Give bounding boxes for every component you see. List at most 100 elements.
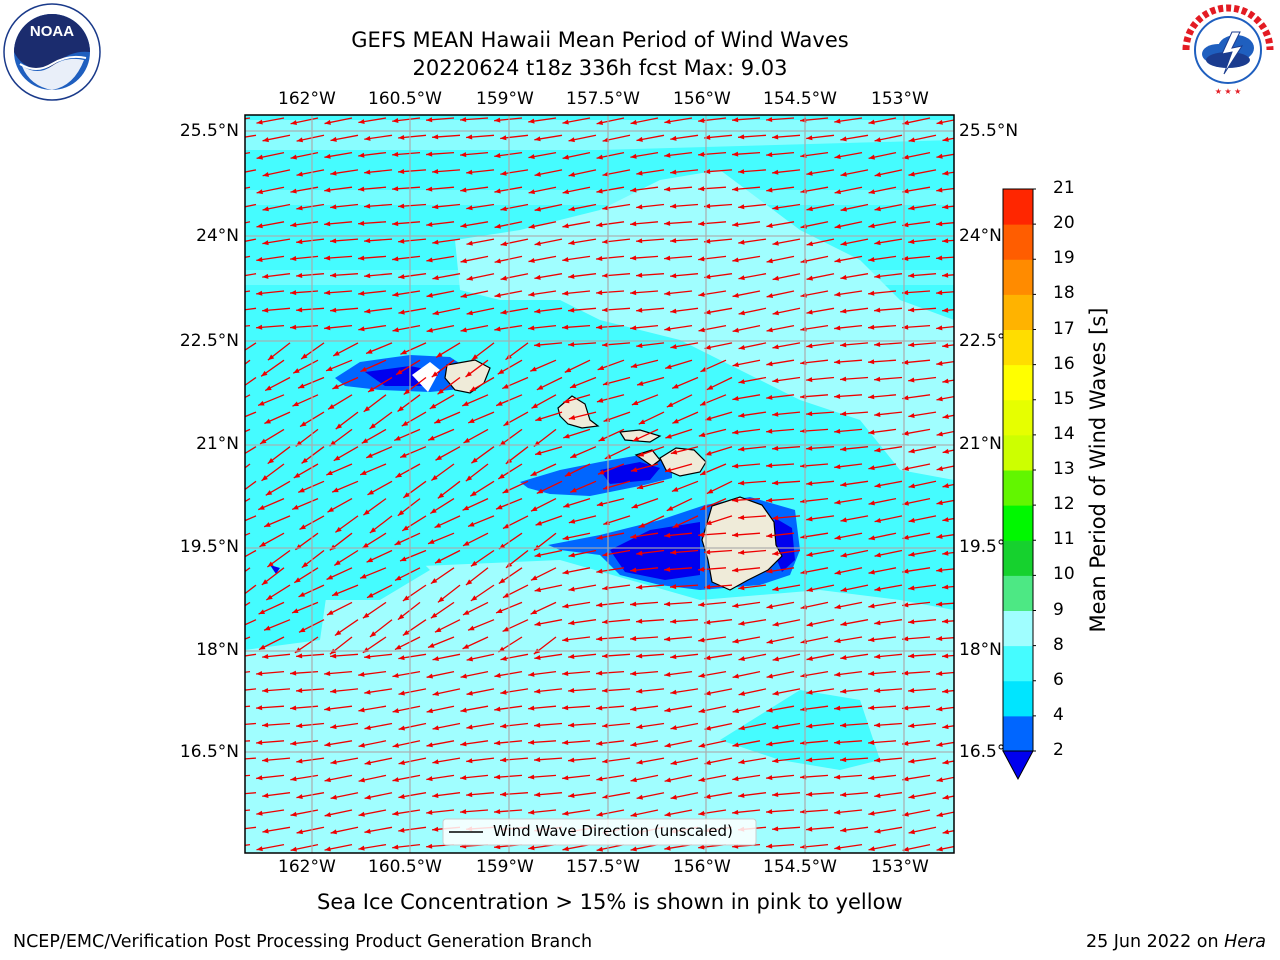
wave-direction-arrowhead — [358, 671, 365, 677]
wave-direction-arrowhead — [936, 153, 943, 159]
wave-direction-arrowhead — [936, 325, 943, 331]
lon-tick-top: 157.5°W — [566, 89, 640, 109]
wave-direction-arrowhead — [256, 154, 263, 160]
map-legend — [442, 818, 757, 846]
wave-direction-arrowhead — [738, 275, 745, 281]
wave-direction-arrowhead — [460, 187, 467, 193]
wave-direction-arrowhead — [502, 488, 510, 493]
wave-direction-arrowhead — [494, 258, 501, 264]
wave-direction-arrowhead — [840, 136, 847, 142]
wave-direction-arrowhead — [432, 759, 439, 765]
wave-direction-arrowhead — [364, 654, 371, 660]
wave-direction-arrowhead — [868, 256, 875, 262]
wave-direction-arrowhead — [466, 690, 473, 696]
wave-direction-arrowhead — [630, 636, 637, 642]
wave-direction-arrowhead — [840, 757, 847, 763]
wave-direction-arrowhead — [766, 361, 773, 367]
wave-direction-arrowhead — [664, 152, 671, 158]
wave-direction-arrowhead — [233, 353, 239, 358]
wave-direction-arrowhead — [868, 603, 875, 609]
wave-direction-arrowhead — [840, 171, 847, 177]
wave-direction-arrowhead — [596, 568, 603, 574]
colorbar-segment — [1003, 189, 1033, 225]
wave-direction-arrowhead — [324, 741, 331, 747]
wave-direction-arrowhead — [290, 188, 297, 194]
wave-direction-arrowhead — [535, 450, 542, 456]
wave-direction-arrowhead — [463, 437, 470, 443]
wave-direction-arrow — [245, 446, 257, 455]
colorbar-segment — [1003, 259, 1033, 295]
colorbar-extend-arrow — [1002, 750, 1034, 781]
wave-direction-arrowhead — [468, 625, 475, 631]
wave-direction-arrowhead — [402, 525, 409, 531]
wave-direction-arrowhead — [766, 707, 773, 713]
wave-direction-arrowhead — [262, 206, 269, 212]
wave-direction-arrowhead — [562, 810, 569, 816]
wave-direction-arrowhead — [664, 532, 671, 538]
wave-direction-arrowhead — [738, 620, 745, 626]
wave-direction-arrowhead — [630, 187, 637, 193]
wave-direction-arrowhead — [335, 423, 343, 430]
wave-direction-arrowhead — [494, 117, 501, 123]
wave-direction-arrowhead — [398, 274, 405, 280]
wave-direction-arrowhead — [772, 826, 779, 832]
wave-direction-arrowhead — [324, 221, 331, 227]
wave-direction-arrowhead — [698, 327, 705, 333]
wave-direction-arrowhead — [494, 706, 501, 712]
wave-direction-arrowhead — [330, 238, 337, 244]
wave-direction-arrowhead — [528, 189, 535, 195]
wave-direction-arrowhead — [902, 359, 909, 365]
wave-direction-arrowhead — [570, 453, 577, 458]
wave-direction-arrowhead — [738, 169, 745, 175]
wave-direction-arrowhead — [324, 671, 331, 676]
wave-direction-arrowhead — [330, 204, 337, 210]
wave-direction-arrowhead — [466, 169, 473, 175]
wave-direction-arrowhead — [426, 673, 433, 679]
wave-direction-arrowhead — [426, 843, 433, 849]
wave-direction-arrowhead — [466, 275, 473, 281]
lon-tick-bottom: 157.5°W — [566, 857, 640, 877]
wave-direction-arrowhead — [430, 612, 438, 619]
wave-direction-arrow — [245, 757, 257, 760]
wave-direction-arrowhead — [636, 724, 643, 730]
wave-direction-arrowhead — [363, 406, 371, 412]
wave-direction-arrowhead — [432, 826, 439, 832]
colorbar-segment — [1003, 505, 1033, 541]
wave-direction-arrowhead — [426, 292, 433, 298]
wave-direction-arrowhead — [262, 828, 269, 834]
wave-direction-arrowhead — [465, 475, 473, 482]
wave-direction-arrowhead — [398, 655, 405, 661]
wave-direction-arrowhead — [231, 559, 237, 564]
wave-direction-arrowhead — [326, 366, 333, 371]
wave-direction-arrowhead — [732, 673, 739, 679]
wave-direction-arrowhead — [426, 186, 433, 192]
wave-direction-arrowhead — [834, 809, 841, 815]
wave-direction-arrowhead — [261, 579, 269, 585]
wave-direction-arrowhead — [392, 221, 399, 227]
wave-direction-arrowhead — [460, 707, 467, 713]
lat-tick-right: 18°N — [959, 640, 1002, 660]
wave-direction-arrowhead — [704, 134, 711, 140]
colorbar-tick-label: 9 — [1053, 599, 1064, 620]
wave-direction-arrowhead — [530, 609, 538, 615]
wind-wave-arrows — [231, 117, 954, 852]
wave-direction-arrowhead — [772, 621, 779, 627]
wave-direction-arrowhead — [435, 455, 442, 461]
wave-direction-arrowhead — [636, 653, 643, 659]
wave-direction-arrowhead — [500, 791, 507, 797]
wave-direction-arrowhead — [772, 586, 779, 592]
wave-direction-arrowhead — [333, 350, 340, 356]
lat-tick-left: 19.5°N — [179, 537, 239, 557]
wave-direction-arrowhead — [670, 449, 678, 455]
wave-direction-arrowhead — [392, 256, 399, 262]
wave-direction-arrowhead — [936, 741, 943, 747]
wave-direction-arrowhead — [936, 533, 943, 539]
wave-direction-arrowhead — [562, 535, 569, 541]
wave-direction-arrowhead — [500, 656, 507, 661]
wave-direction-arrowhead — [834, 671, 841, 677]
wave-direction-arrowhead — [596, 740, 603, 746]
wave-direction-arrowhead — [868, 154, 875, 160]
wave-direction-arrowhead — [400, 556, 407, 562]
wave-direction-arrowhead — [568, 757, 575, 763]
wave-direction-arrowhead — [738, 759, 745, 765]
